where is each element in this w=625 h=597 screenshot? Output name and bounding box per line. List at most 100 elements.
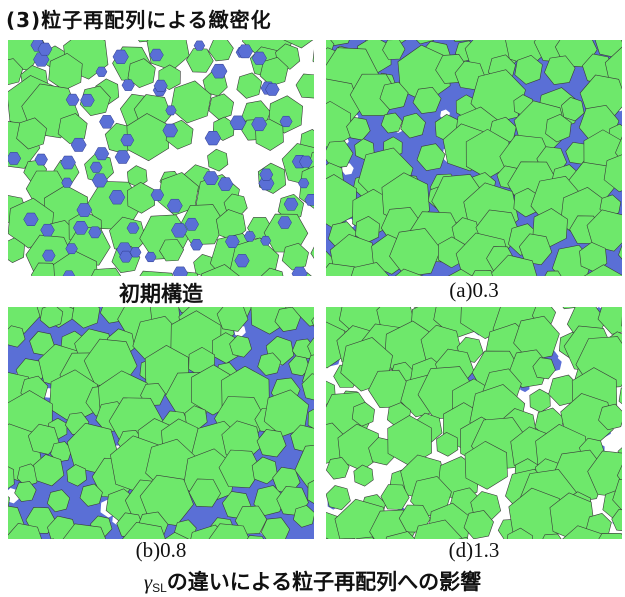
grain — [173, 519, 197, 539]
grain — [257, 352, 282, 376]
grain — [471, 269, 495, 276]
liquid-hex — [129, 247, 142, 258]
grain — [326, 537, 329, 539]
grain — [8, 522, 42, 539]
liquid-hex — [162, 123, 178, 138]
grain — [586, 209, 622, 252]
grain — [46, 489, 71, 513]
panel-caption-a: (a)0.3 — [449, 278, 499, 302]
grain — [251, 456, 278, 485]
liquid-hex — [165, 105, 177, 116]
grain — [281, 242, 309, 271]
panel-caption-d: (d)1.3 — [448, 538, 500, 562]
liquid-hex — [70, 137, 87, 152]
microstructure-initial — [8, 40, 314, 276]
grain — [288, 355, 310, 377]
liquid-hex — [150, 189, 165, 201]
grain — [8, 237, 25, 264]
panel-caption-initial: 初期構造 — [119, 282, 203, 306]
grain — [353, 464, 374, 487]
grain — [464, 440, 508, 490]
grain — [598, 532, 622, 539]
grain — [597, 307, 622, 335]
grain — [311, 316, 314, 328]
liquid-hex — [114, 150, 131, 164]
grain — [246, 535, 264, 539]
liquid-hex — [193, 40, 206, 51]
grain — [301, 373, 314, 401]
liquid-hex — [94, 147, 110, 161]
liquid-hex — [225, 235, 240, 248]
grain — [8, 325, 26, 348]
grain — [382, 40, 406, 60]
grain — [350, 262, 390, 276]
grain — [379, 81, 409, 110]
grain — [385, 531, 416, 539]
liquid-hex — [291, 266, 308, 276]
grain — [545, 113, 572, 143]
liquid-hex — [80, 93, 95, 107]
liquid-hex — [62, 270, 76, 276]
grain — [79, 483, 103, 507]
grain — [256, 429, 287, 458]
liquid-hex — [42, 249, 56, 262]
grain — [618, 244, 622, 260]
liquid-hex — [243, 231, 256, 242]
grain — [356, 536, 375, 539]
simulation-panel-initial — [8, 40, 314, 276]
liquid-hex — [65, 243, 78, 255]
grain — [413, 519, 464, 539]
grain — [587, 450, 622, 498]
liquid-hex — [259, 168, 274, 181]
grain — [598, 403, 622, 431]
liquid-hex — [61, 177, 73, 188]
grain — [236, 72, 263, 99]
grain — [400, 112, 426, 139]
liquid-hex — [251, 51, 267, 65]
grain — [603, 154, 622, 193]
liquid-hex — [95, 66, 108, 77]
grain — [544, 270, 562, 276]
grain — [307, 408, 314, 430]
microstructure-a — [326, 40, 622, 276]
figure-caption: γSLの違いによる粒子再配列への影響 — [0, 566, 625, 596]
grain — [310, 246, 314, 259]
liquid-hex — [91, 173, 108, 188]
liquid-hex — [73, 221, 89, 235]
gamma-subscript: SL — [152, 581, 167, 595]
grain — [326, 263, 360, 276]
liquid-hex — [277, 216, 292, 229]
grain — [616, 464, 622, 483]
liquid-hex — [166, 198, 183, 213]
grain — [274, 307, 301, 332]
liquid-hex — [89, 161, 103, 173]
liquid-hex — [210, 63, 228, 79]
liquid-hex — [119, 250, 133, 263]
grain — [326, 457, 350, 480]
grain — [326, 485, 351, 511]
liquid-hex — [304, 194, 314, 206]
grain — [532, 357, 556, 380]
grain — [218, 449, 262, 489]
microstructure-b — [8, 307, 314, 539]
liquid-hex — [229, 115, 247, 130]
grain — [583, 264, 622, 276]
grain — [415, 40, 435, 45]
liquid-hex — [112, 49, 129, 64]
grain — [312, 49, 314, 63]
grain — [30, 262, 60, 276]
liquid-hex — [120, 134, 135, 147]
liquid-hex — [88, 226, 102, 239]
grain — [293, 505, 314, 528]
gamma-symbol: γ — [143, 570, 153, 594]
grain — [127, 58, 156, 89]
grain — [208, 93, 235, 120]
liquid-hex — [99, 115, 115, 129]
grain — [611, 509, 622, 531]
liquid-hex — [260, 235, 272, 246]
grain — [208, 40, 234, 62]
grain — [71, 307, 101, 329]
grain — [14, 481, 37, 502]
grain — [447, 268, 473, 276]
grain — [412, 86, 442, 114]
